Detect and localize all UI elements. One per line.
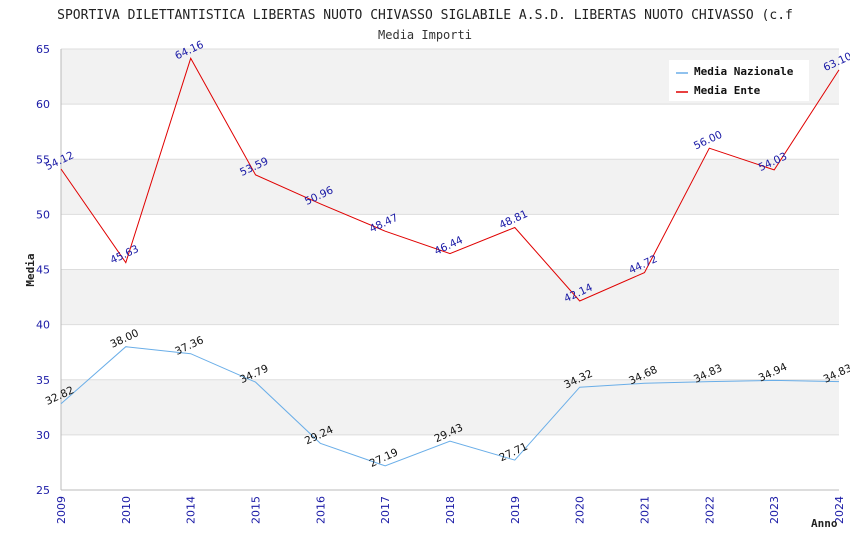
y-tick-label: 45 bbox=[36, 264, 50, 277]
y-tick-labels: 25 30 35 40 45 50 55 60 65 bbox=[36, 43, 50, 497]
legend: Media Nazionale Media Ente bbox=[669, 60, 809, 101]
x-tick-label: 2021 bbox=[639, 496, 652, 524]
background-band bbox=[61, 379, 839, 435]
x-tick-label: 2016 bbox=[314, 496, 327, 524]
legend-box bbox=[669, 60, 809, 101]
y-tick-label: 40 bbox=[36, 319, 50, 332]
x-tick-label: 2019 bbox=[509, 496, 522, 524]
legend-label-ente: Media Ente bbox=[694, 84, 761, 97]
y-tick-label: 30 bbox=[36, 429, 50, 442]
x-tick-label: 2017 bbox=[379, 496, 392, 524]
y-tick-label: 60 bbox=[36, 98, 50, 111]
background-band bbox=[61, 324, 839, 380]
y-tick-label: 65 bbox=[36, 43, 50, 56]
y-tick-label: 35 bbox=[36, 374, 50, 387]
chart-title: SPORTIVA DILETTANTISTICA LIBERTAS NUOTO … bbox=[57, 8, 793, 23]
y-tick-label: 55 bbox=[36, 153, 50, 166]
x-tick-label: 2023 bbox=[768, 496, 781, 524]
x-tick-label: 2015 bbox=[250, 496, 263, 524]
background-bands bbox=[61, 49, 839, 490]
x-tick-label: 2024 bbox=[833, 496, 846, 524]
x-axis-label: Anno bbox=[811, 517, 838, 530]
x-tick-label: 2020 bbox=[574, 496, 587, 524]
chart-subtitle: Media Importi bbox=[378, 28, 472, 42]
x-tick-label: 2018 bbox=[444, 496, 457, 524]
series-line-media-ente bbox=[60, 57, 840, 302]
x-tick-label: 2010 bbox=[120, 496, 133, 524]
x-tick-labels: 2009 2010 2014 2015 2016 2017 2018 2019 2020 2021… bbox=[55, 496, 846, 524]
series-line-media-nazionale bbox=[60, 346, 840, 467]
background-band bbox=[61, 269, 839, 325]
y-axis-label: Media bbox=[24, 253, 37, 286]
x-tick-label: 2009 bbox=[55, 496, 68, 524]
legend-label-nazionale: Media Nazionale bbox=[694, 65, 794, 78]
x-tick-label: 2022 bbox=[703, 496, 716, 524]
y-tick-label: 25 bbox=[36, 484, 50, 497]
background-band bbox=[61, 159, 839, 215]
background-band bbox=[61, 214, 839, 270]
axes bbox=[60, 49, 839, 491]
series-lines bbox=[60, 57, 840, 467]
y-tick-label: 50 bbox=[36, 208, 50, 221]
x-tick-label: 2014 bbox=[185, 496, 198, 524]
background-band bbox=[61, 104, 839, 160]
background-band bbox=[61, 434, 839, 490]
